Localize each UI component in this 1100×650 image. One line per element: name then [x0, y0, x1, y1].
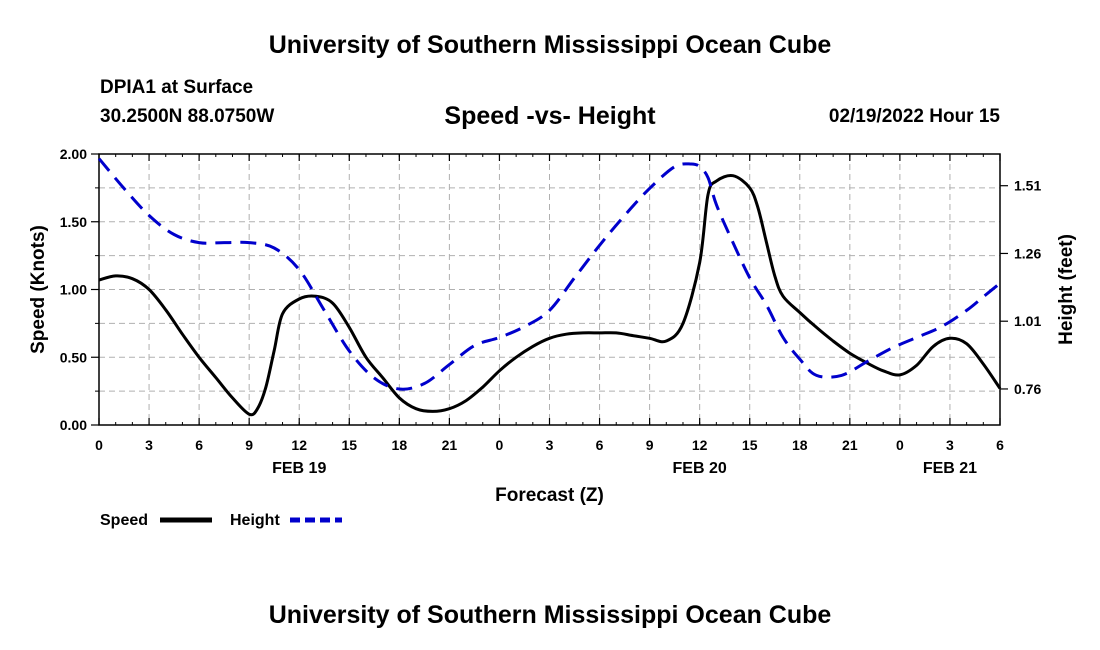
date-label: FEB 20: [673, 460, 727, 477]
x-tick-label: 6: [996, 437, 1004, 453]
x-tick-label: 21: [442, 437, 458, 453]
legend-label-speed: Speed: [100, 512, 148, 529]
y2-tick-label: 1.26: [1014, 245, 1041, 261]
x-tick-label: 12: [291, 437, 307, 453]
legend-label-height: Height: [230, 512, 280, 529]
forecast-datetime: 02/19/2022 Hour 15: [828, 106, 1000, 127]
axis-labels: 0 3 6 9 12 15 18 21 0 3 6 9 12 15 18 21 0 3 6 0.00 0.50 1.00 1…: [28, 146, 1077, 506]
x-tick-label: 21: [842, 437, 858, 453]
x-axis-title: Forecast (Z): [495, 485, 604, 506]
x-tick-label: 3: [145, 437, 153, 453]
y-tick-label: 0.50: [60, 349, 87, 365]
x-tick-label: 6: [195, 437, 203, 453]
series-lines: [97, 157, 1002, 417]
grid-lines: [99, 154, 1000, 425]
chart-title: Speed -vs- Height: [444, 102, 656, 130]
y-tick-label: 0.00: [60, 417, 87, 433]
y2-axis-title: Height (feet): [1056, 234, 1077, 345]
y2-tick-label: 1.51: [1014, 178, 1041, 194]
x-tick-label: 6: [596, 437, 604, 453]
footer-title: University of Southern Mississippi Ocean…: [268, 601, 832, 629]
x-tick-label: 15: [341, 437, 357, 453]
x-tick-label: 0: [496, 437, 504, 453]
x-tick-label: 18: [392, 437, 408, 453]
x-tick-label: 0: [896, 437, 904, 453]
y-tick-label: 2.00: [60, 146, 87, 162]
station-coordinates: 30.2500N 88.0750W: [100, 106, 275, 127]
main-title: University of Southern Mississippi Ocean…: [268, 31, 832, 59]
x-tick-label: 3: [946, 437, 954, 453]
x-tick-label: 15: [742, 437, 758, 453]
y-tick-label: 1.50: [60, 214, 87, 230]
y2-tick-label: 0.76: [1014, 381, 1041, 397]
x-tick-label: 9: [245, 437, 253, 453]
y2-tick-label: 1.01: [1014, 313, 1041, 329]
date-label: FEB 21: [923, 460, 977, 477]
date-label: FEB 19: [272, 460, 326, 477]
x-tick-label: 12: [692, 437, 708, 453]
y-tick-label: 1.00: [60, 282, 87, 298]
series-line-height: [97, 157, 1001, 391]
x-tick-label: 18: [792, 437, 808, 453]
x-tick-label: 3: [546, 437, 554, 453]
x-tick-label: 9: [646, 437, 654, 453]
y-axis-title: Speed (Knots): [28, 225, 49, 354]
x-tick-label: 0: [95, 437, 103, 453]
legend: Speed Height: [100, 512, 342, 529]
series-line-speed: [98, 173, 1002, 417]
axis-ticks: [91, 153, 1008, 426]
station-name: DPIA1 at Surface: [100, 77, 254, 98]
